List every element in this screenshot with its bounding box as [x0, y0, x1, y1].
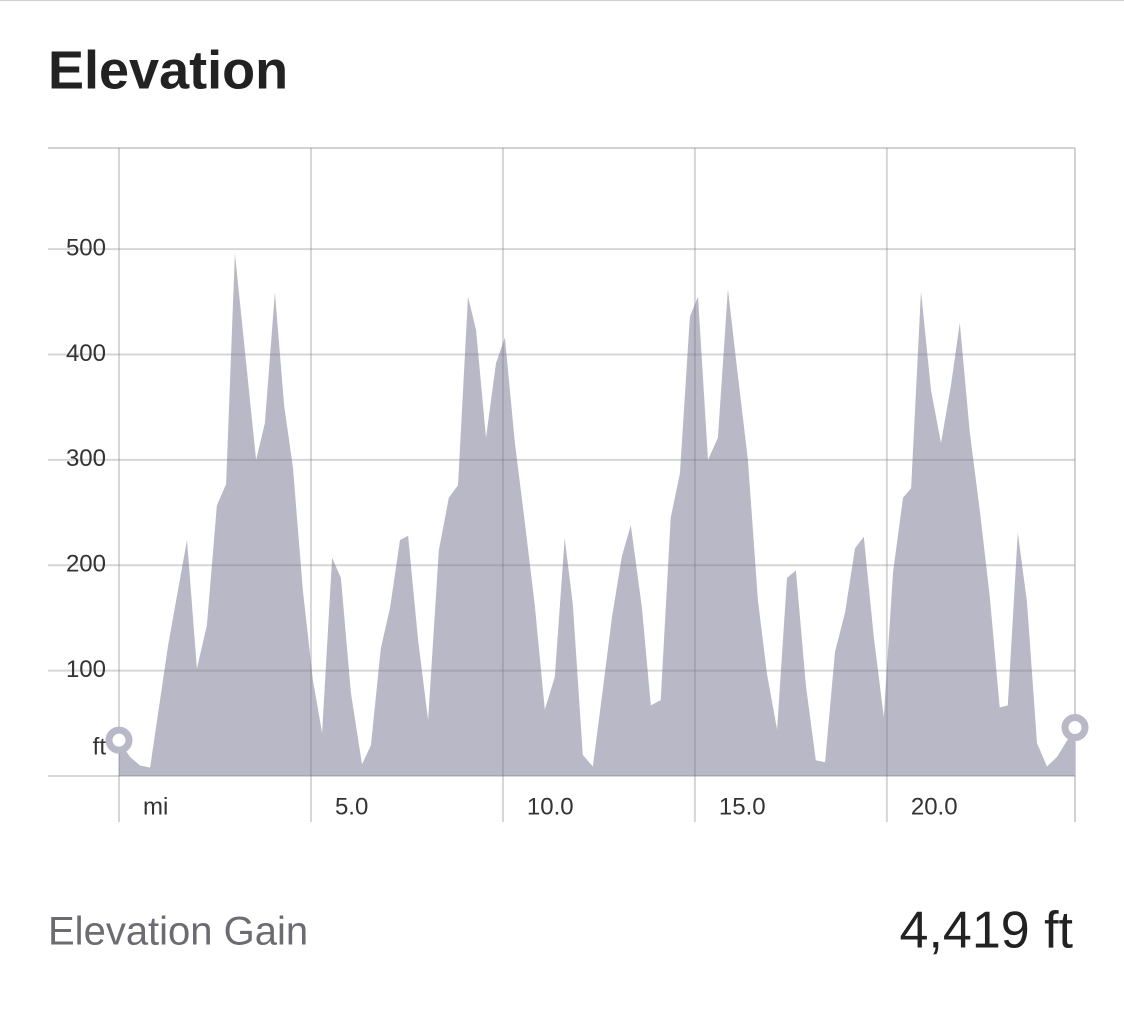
x-tick-label: 5.0: [335, 793, 368, 820]
x-tick-label: mi: [143, 793, 168, 820]
y-tick-label: 500: [66, 234, 106, 261]
elevation-area: [119, 253, 1075, 776]
x-tick-label: 15.0: [719, 793, 766, 820]
stat-value: 4,419 ft: [900, 902, 1074, 960]
x-tick-label: 20.0: [911, 793, 958, 820]
chart-title: Elevation: [48, 40, 288, 100]
x-tick-label: 10.0: [527, 793, 574, 820]
endpoint-marker: [1061, 714, 1089, 742]
endpoint-marker: [105, 726, 133, 754]
stat-label: Elevation Gain: [48, 910, 308, 954]
y-tick-label: 100: [66, 656, 106, 683]
y-tick-label: 400: [66, 340, 106, 367]
plot: ft 100 200 300 400 500 mi 5.0 10.0 15.0 20.0: [48, 147, 1089, 822]
y-tick-label: 200: [66, 551, 106, 578]
y-tick-label: 300: [66, 445, 106, 472]
y-tick-label: ft: [93, 733, 107, 760]
